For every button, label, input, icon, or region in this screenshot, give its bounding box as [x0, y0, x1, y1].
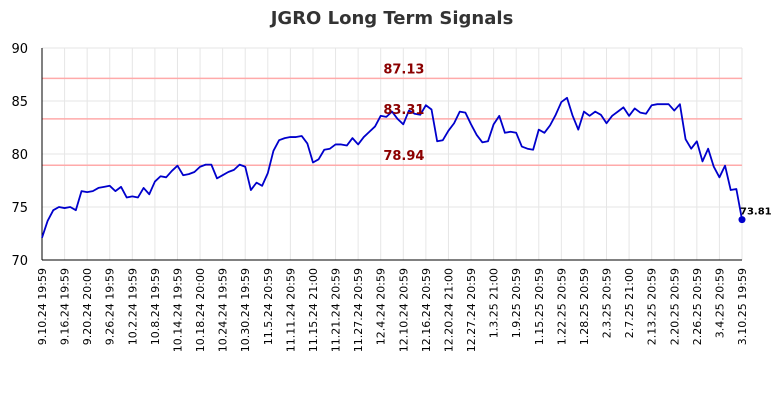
y-tick-label: 90 [11, 42, 28, 57]
x-tick-label: 11.15.24 21:00 [307, 268, 320, 352]
x-tick-label: 10.24.24 19:59 [217, 268, 230, 352]
x-tick-label: 3.4.25 20:59 [713, 268, 726, 338]
x-tick-label: 2.3.25 20:59 [601, 268, 614, 338]
x-tick-label: 10.30.24 19:59 [239, 268, 252, 352]
x-tick-label: 12.27.24 20:59 [465, 268, 478, 352]
x-tick-label: 11.21.24 20:59 [330, 268, 343, 352]
reference-lines [42, 77, 742, 166]
x-tick-label: 2.13.25 20:59 [646, 268, 659, 345]
reference-line-label: 87.13 [383, 62, 424, 77]
x-tick-label: 9.16.24 19:59 [59, 268, 72, 345]
x-tick-label: 1.9.25 20:59 [510, 268, 523, 338]
x-tick-label: 3.10.25 19:59 [736, 268, 749, 345]
x-tick-label: 9.26.24 19:59 [104, 268, 117, 345]
grid [41, 47, 743, 261]
x-tick-label: 2.7.25 21:00 [623, 268, 636, 338]
axes: 70 75 80 85 90 9.10.24 19:59 9.16.24 19:59 9.20… [11, 42, 749, 352]
x-tick-label: 1.28.25 20:59 [578, 268, 591, 345]
labels: 87.13 83.31 78.94 73.81 [383, 62, 771, 217]
series [41, 96, 746, 239]
x-tick-label: 10.14.24 19:59 [171, 268, 184, 352]
x-tick-label: 11.5.24 20:59 [262, 268, 275, 345]
last-point-marker [738, 216, 746, 224]
x-tick-label: 12.4.24 20:59 [375, 268, 388, 345]
y-tick-label: 75 [11, 201, 28, 216]
x-tick-label: 1.3.25 21:00 [488, 268, 501, 338]
x-tick-label: 9.20.24 20:00 [81, 268, 94, 345]
x-tick-label: 10.18.24 20:00 [194, 268, 207, 352]
x-tick-label: 1.22.25 20:59 [555, 268, 568, 345]
x-tick-label: 10.2.24 19:59 [126, 268, 139, 345]
x-tick-label: 1.15.25 20:59 [533, 268, 546, 345]
x-tick-label: 9.10.24 19:59 [36, 268, 49, 345]
y-tick-label: 70 [11, 254, 28, 269]
y-tick-label: 85 [11, 95, 28, 110]
x-tick-label: 2.26.25 20:59 [691, 268, 704, 345]
x-tick-label: 12.20.24 21:00 [442, 268, 455, 352]
chart-title: JGRO Long Term Signals [270, 8, 514, 29]
reference-line-label: 78.94 [383, 149, 424, 164]
price-line [41, 96, 743, 239]
x-tick-label: 11.27.24 20:59 [352, 268, 365, 352]
x-tick-label: 11.11.24 20:59 [284, 268, 297, 352]
x-tick-label: 2.20.25 20:59 [668, 268, 681, 345]
reference-line-label: 83.31 [383, 103, 424, 118]
x-tick-label: 10.8.24 19:59 [149, 268, 162, 345]
x-tick-label: 12.16.24 20:59 [420, 268, 433, 352]
last-point-label: 73.81 [740, 207, 772, 218]
y-tick-label: 80 [11, 148, 28, 163]
x-tick-label: 12.10.24 20:59 [397, 268, 410, 352]
